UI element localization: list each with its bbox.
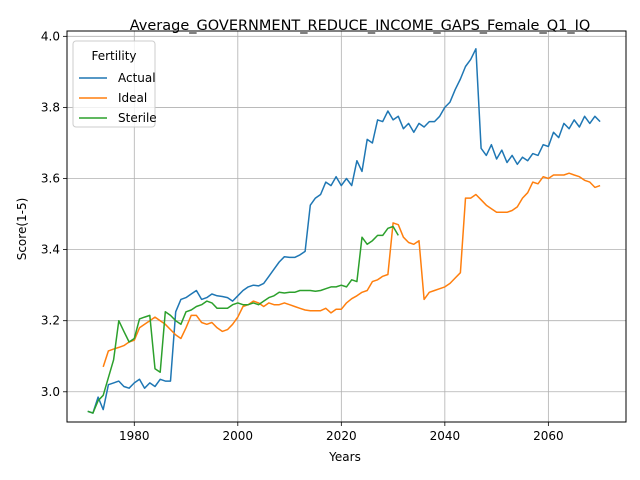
legend-label-sterile: Sterile xyxy=(118,111,157,125)
y-tick-label: 4.0 xyxy=(41,29,60,43)
x-tick-label: 2000 xyxy=(223,429,254,443)
legend: Fertility Actual Ideal Sterile xyxy=(72,40,157,128)
chart-title: Average_GOVERNMENT_REDUCE_INCOME_GAPS_Fe… xyxy=(130,18,591,34)
x-tick-label: 2060 xyxy=(533,429,564,443)
plot-frame xyxy=(66,30,627,423)
legend-box xyxy=(72,40,156,128)
series-line-ideal xyxy=(102,172,601,368)
x-tick-label: 1980 xyxy=(119,429,150,443)
y-tick-label: 3.4 xyxy=(41,243,60,257)
legend-label-actual: Actual xyxy=(118,71,156,85)
y-tick-label: 3.0 xyxy=(41,385,60,399)
x-axis-ticks: 1980 2000 2020 2040 2060 xyxy=(119,422,564,443)
y-axis-ticks: 3.0 3.2 3.4 3.6 3.8 4.0 xyxy=(41,29,67,399)
gridlines xyxy=(67,31,626,422)
y-axis-label: Score(1-5) xyxy=(15,198,29,261)
x-tick-label: 2040 xyxy=(430,429,461,443)
series-line-actual xyxy=(87,48,601,414)
x-axis-label: Years xyxy=(328,450,361,464)
series-line-sterile xyxy=(87,225,399,414)
legend-entries: Actual Ideal Sterile xyxy=(79,71,157,125)
legend-title: Fertility xyxy=(91,49,136,63)
y-tick-label: 3.2 xyxy=(41,314,60,328)
series-lines xyxy=(87,48,601,414)
y-tick-label: 3.6 xyxy=(41,172,60,186)
x-tick-label: 2020 xyxy=(326,429,357,443)
y-tick-label: 3.8 xyxy=(41,100,60,114)
legend-label-ideal: Ideal xyxy=(118,91,147,105)
